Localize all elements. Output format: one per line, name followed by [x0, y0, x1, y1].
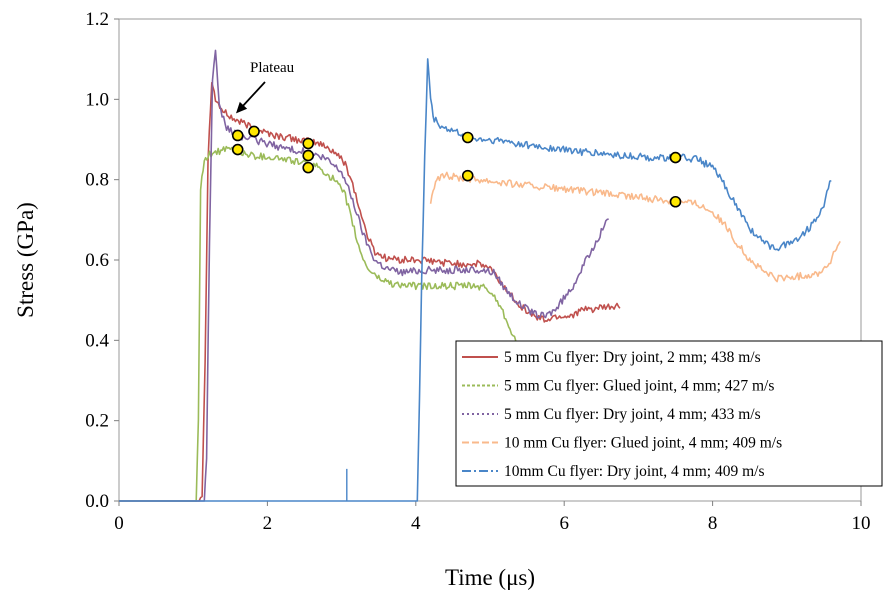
series-line-1	[119, 81, 621, 502]
legend-label-4: 10 mm Cu flyer: Glued joint, 4 mm; 409 m…	[504, 435, 782, 452]
data-marker	[248, 125, 260, 138]
data-marker	[669, 151, 682, 164]
data-marker	[669, 195, 682, 208]
y-axis-title: Stress (GPa)	[13, 202, 38, 318]
x-tick-label: 2	[263, 513, 273, 534]
legend-box	[455, 340, 883, 487]
x-tick-label: 4	[411, 513, 421, 534]
y-tick-label: 0.4	[85, 330, 109, 351]
y-tick-label: 1.2	[85, 9, 109, 30]
data-marker	[461, 169, 474, 182]
legend-label-5: 10mm Cu flyer: Dry joint, 4 mm; 409 m/s	[504, 463, 764, 480]
y-tick-label: 0.8	[85, 170, 109, 191]
legend-label-1: 5 mm Cu flyer: Dry joint, 2 mm; 438 m/s	[504, 349, 761, 366]
legend-label-2: 5 mm Cu flyer: Glued joint, 4 mm; 427 m/…	[504, 378, 774, 395]
x-tick-label: 8	[708, 513, 718, 534]
data-marker	[231, 129, 244, 142]
markers-layer	[231, 125, 682, 208]
axis-ticks: 0 2 4 6 8 10 0.0 0.2 0.4 0.6 0.8 1.0 1.2	[85, 9, 870, 534]
x-tick-label: 0	[114, 513, 124, 534]
data-marker	[231, 143, 244, 156]
plateau-arrow-head	[236, 101, 248, 114]
x-tick-label: 6	[559, 513, 569, 534]
y-tick-label: 0.2	[85, 411, 109, 432]
annotation-layer: Plateau	[236, 60, 295, 114]
x-axis-title: Time (μs)	[445, 565, 535, 590]
legend-label-3: 5 mm Cu flyer: Dry joint, 4 mm; 433 m/s	[504, 406, 761, 423]
x-tick-label: 10	[852, 513, 871, 534]
y-tick-label: 0.0	[85, 491, 109, 512]
plateau-annotation-text: Plateau	[250, 60, 295, 76]
data-marker	[302, 137, 315, 150]
y-tick-label: 0.6	[85, 250, 109, 271]
data-marker	[461, 131, 474, 144]
y-tick-label: 1.0	[85, 89, 109, 110]
series-layer	[119, 49, 841, 502]
data-marker	[302, 161, 315, 174]
legend: 5 mm Cu flyer: Dry joint, 2 mm; 438 m/s 5…	[455, 340, 883, 487]
plateau-arrow	[240, 81, 266, 109]
series-line-5	[119, 58, 832, 502]
series-line-4	[429, 171, 841, 283]
data-marker	[302, 149, 315, 162]
